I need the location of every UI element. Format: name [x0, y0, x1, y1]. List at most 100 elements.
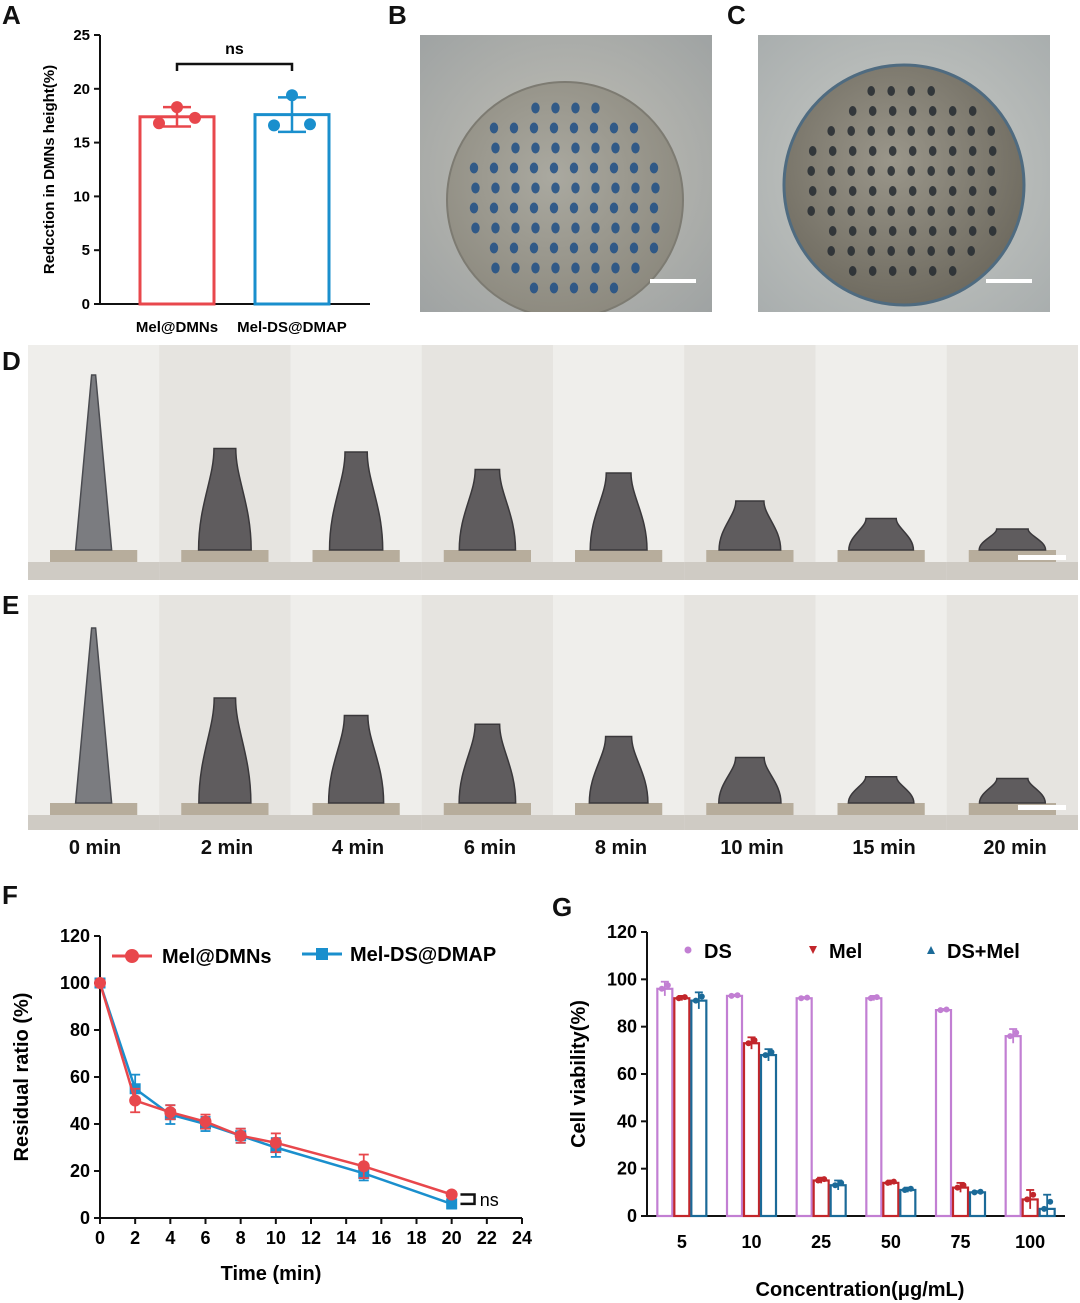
significance-label: ns [480, 1190, 499, 1210]
needle-mark [609, 122, 619, 134]
legend-marker [684, 946, 692, 954]
needle-base [575, 803, 663, 815]
needle-mark [827, 166, 835, 176]
data-point [153, 117, 165, 130]
needle-mark [489, 202, 499, 214]
needle-mark [491, 142, 500, 154]
data-point [838, 1179, 845, 1186]
needle [718, 756, 782, 804]
data-point [692, 997, 699, 1004]
y-tick-label: 15 [73, 135, 90, 152]
y-tick-label: 40 [70, 1114, 90, 1134]
needle-mark [927, 206, 935, 216]
bar [812, 1179, 830, 1218]
needle-mark [988, 146, 997, 156]
substrate [684, 562, 817, 580]
needle-mark [987, 166, 995, 176]
needle-mark [987, 126, 995, 136]
x-tick-label: 24 [512, 1228, 532, 1248]
legend-marker [316, 948, 328, 960]
needle-mark [489, 162, 499, 174]
needle-mark [948, 266, 957, 276]
data-point [960, 1182, 967, 1189]
substrate [421, 815, 554, 830]
needle-mark [591, 142, 600, 154]
needle-mark [867, 246, 875, 256]
substrate [815, 815, 948, 830]
needle-mark [551, 142, 560, 154]
needle-mark [887, 246, 895, 256]
needle-mark [947, 166, 955, 176]
x-tick-label: Mel-DS@DMAP [237, 319, 347, 336]
needle-mark [948, 226, 957, 236]
needle-mark [491, 262, 500, 274]
needle-mark [571, 142, 580, 154]
data-point [1007, 1033, 1014, 1040]
y-tick-label: 100 [60, 973, 90, 993]
y-tick-label: 100 [607, 969, 637, 989]
x-tick-label: 25 [811, 1232, 831, 1252]
needle-mark [569, 162, 579, 174]
needle-mark [511, 182, 520, 194]
needle-mark [529, 202, 539, 214]
x-tick-label: 16 [371, 1228, 391, 1248]
data-point [234, 1129, 247, 1142]
y-tick-label: 0 [80, 1208, 90, 1228]
needle-mark [591, 262, 600, 274]
needle-mark [651, 222, 660, 234]
data-point [445, 1188, 458, 1201]
y-tick-label: 120 [607, 922, 637, 942]
legend-label: Mel@DMNs [162, 946, 272, 968]
needle-base [50, 803, 138, 815]
needle-base [312, 803, 400, 815]
needle-dissolution-strip-d [28, 345, 1078, 580]
bar [865, 997, 883, 1218]
needle-mark [611, 222, 620, 234]
needle-base [50, 550, 138, 562]
panel-label-b: B [388, 0, 407, 30]
needle-mark [827, 126, 835, 136]
needle-mark [827, 246, 835, 256]
needle-mark [987, 206, 995, 216]
panel-label-d: D [2, 346, 21, 376]
needle-mark [848, 146, 857, 156]
needle-mark [569, 242, 579, 254]
needle-mark [907, 126, 915, 136]
data-point [664, 982, 671, 989]
needle-mark [868, 186, 877, 196]
needle [198, 697, 252, 804]
x-tick-label: 0 [95, 1228, 105, 1248]
needle [978, 777, 1047, 804]
substrate [290, 815, 423, 830]
needle [718, 500, 782, 551]
scale-bar [1018, 555, 1066, 560]
data-point [815, 1177, 822, 1184]
needle-mark [848, 106, 857, 116]
data-point [745, 1040, 752, 1047]
substrate [946, 815, 1078, 830]
bar [673, 997, 691, 1218]
legend-marker [809, 946, 817, 954]
needle-mark [589, 162, 599, 174]
data-point [890, 1178, 897, 1185]
needle-mark [489, 122, 499, 134]
needle-mark [847, 126, 855, 136]
needle [327, 714, 385, 804]
needle-mark [589, 242, 599, 254]
data-point [884, 1179, 891, 1186]
needle-mark [947, 246, 955, 256]
bar [690, 999, 708, 1218]
needle-mark [529, 122, 539, 134]
needle-mark [549, 282, 559, 294]
substrate [159, 815, 292, 830]
needle [589, 472, 648, 551]
needle [847, 776, 915, 804]
needle-mark [867, 126, 875, 136]
data-point [357, 1160, 370, 1173]
data-point [304, 118, 316, 131]
data-point [658, 985, 665, 992]
chart-g: 0 20 40 60 80 100 120 Cell viability(%) Concentr… [568, 922, 1065, 1300]
data-point [937, 1007, 944, 1014]
needle-mark [469, 202, 479, 214]
needle-mark [907, 86, 915, 96]
